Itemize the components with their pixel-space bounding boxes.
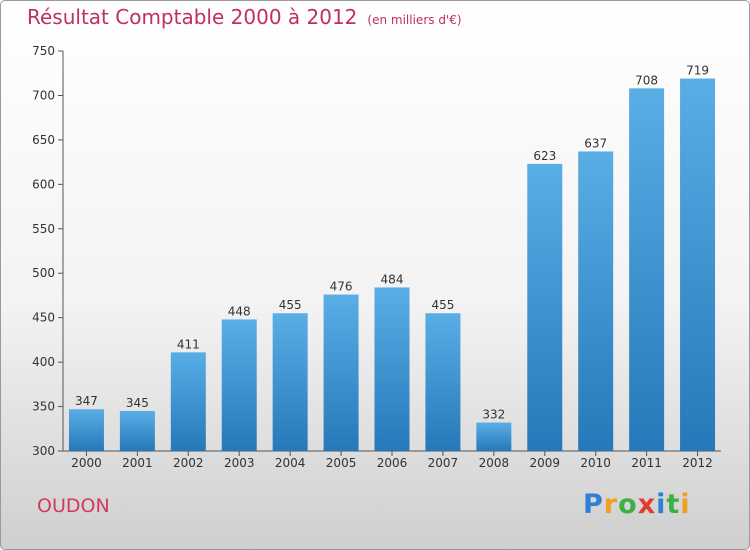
data-label-2005: 476 (330, 280, 353, 294)
data-label-2003: 448 (228, 304, 251, 318)
bar-2007 (425, 313, 461, 451)
x-tick-label: 2007 (428, 456, 459, 470)
y-tick-label: 350 (32, 400, 55, 414)
bar-2001 (119, 411, 155, 451)
y-tick-label: 600 (32, 177, 55, 191)
axes: 300 350 400 450 500 550 600 650 700 750 2000 2001 20… (32, 44, 721, 470)
commune-name: OUDON (37, 495, 110, 517)
x-tick-label: 2001 (122, 456, 153, 470)
y-tick-label: 700 (32, 88, 55, 102)
data-label-2008: 332 (482, 408, 505, 422)
logo-letter: i (680, 489, 691, 520)
chart-subtitle: (en milliers d'€) (367, 13, 462, 27)
bar-2004 (272, 313, 308, 451)
logo-letter: P (583, 489, 604, 520)
logo-letter: o (618, 489, 638, 520)
bar-2006 (374, 287, 410, 451)
data-label-2012: 719 (686, 64, 709, 78)
y-tick-label: 450 (32, 311, 55, 325)
data-label-2011: 708 (635, 73, 658, 87)
bar-2003 (221, 319, 257, 451)
bar-2011 (629, 88, 665, 451)
x-tick-label: 2008 (479, 456, 510, 470)
logo-letter: x (637, 489, 657, 520)
chart-title: Résultat Comptable 2000 à 2012 (27, 5, 358, 29)
bar-2009 (527, 163, 563, 451)
bars (68, 78, 716, 452)
logo-letter: t (666, 489, 681, 520)
x-tick-label: 2012 (682, 456, 713, 470)
x-tick-label: 2010 (580, 456, 611, 470)
y-tick-label: 500 (32, 266, 55, 280)
data-labels: 347 345 411 448 455 476 484 455 332 623 637 708 719 (75, 64, 709, 422)
x-tick-label: 2006 (377, 456, 408, 470)
y-tick-label: 650 (32, 133, 55, 147)
data-label-2002: 411 (177, 337, 200, 351)
logo-letter: r (603, 489, 619, 520)
bar-2002 (170, 352, 206, 451)
y-tick-label: 300 (32, 444, 55, 458)
x-tick-label: 2002 (173, 456, 204, 470)
data-label-2001: 345 (126, 396, 149, 410)
data-label-2007: 455 (431, 298, 454, 312)
y-tick-label: 550 (32, 222, 55, 236)
logo-letter: i (656, 489, 667, 520)
title-row: Résultat Comptable 2000 à 2012 (en millie… (27, 5, 462, 29)
bar-2000 (68, 409, 104, 451)
x-tick-label: 2000 (71, 456, 102, 470)
data-label-2009: 623 (533, 149, 556, 163)
x-tick-label: 2004 (275, 456, 306, 470)
x-tick-label: 2003 (224, 456, 255, 470)
y-tick-label: 750 (32, 44, 55, 58)
data-label-2006: 484 (381, 272, 404, 286)
x-tick-label: 2009 (529, 456, 560, 470)
bar-2010 (578, 151, 614, 451)
data-label-2000: 347 (75, 394, 98, 408)
proxiti-logo: Proxiti (583, 489, 691, 520)
bar-2008 (476, 422, 512, 451)
x-tick-label: 2011 (631, 456, 662, 470)
data-label-2010: 637 (584, 136, 607, 150)
bar-2005 (323, 294, 359, 451)
data-label-2004: 455 (279, 298, 302, 312)
x-tick-label: 2005 (326, 456, 357, 470)
bar-2012 (680, 78, 716, 452)
y-tick-label: 400 (32, 355, 55, 369)
